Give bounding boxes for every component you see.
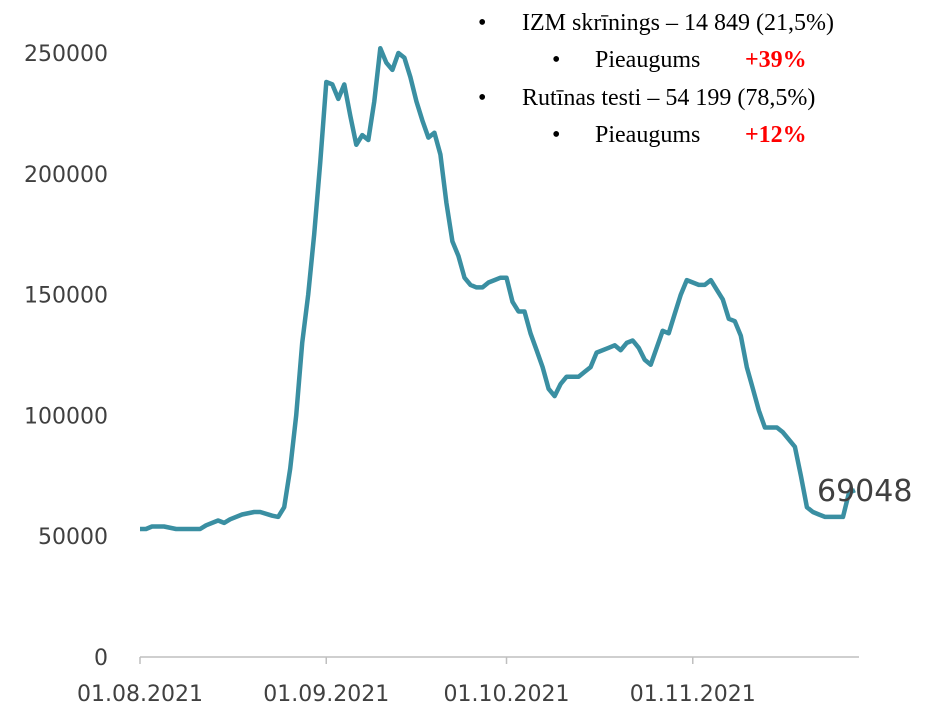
note-sub-label: Pieaugums — [595, 47, 700, 73]
note-label: IZM skrīnings – 14 849 (21,5%) — [522, 10, 834, 36]
y-tick-label: 200000 — [24, 163, 108, 188]
x-tick-label: 01.10.2021 — [444, 682, 570, 706]
bullet: • — [478, 10, 486, 36]
bullet: • — [552, 47, 560, 73]
y-tick-label: 150000 — [24, 284, 108, 309]
y-tick-label: 0 — [94, 646, 108, 671]
note-sub-label: Pieaugums — [595, 122, 700, 148]
y-tick-label: 250000 — [24, 42, 108, 67]
x-tick-label: 01.08.2021 — [77, 682, 203, 706]
x-tick-label: 01.11.2021 — [630, 682, 756, 706]
y-tick-label: 50000 — [38, 525, 108, 550]
x-tick-label: 01.09.2021 — [263, 682, 389, 706]
data-label: 69048 — [817, 474, 912, 509]
bullet: • — [478, 85, 486, 111]
bullet: • — [552, 122, 560, 148]
y-tick-label: 100000 — [24, 404, 108, 429]
note-sub-value: +12% — [745, 122, 807, 148]
note-label: Rutīnas testi – 54 199 (78,5%) — [522, 85, 815, 111]
data-line — [140, 45, 856, 532]
notes: • IZM skrīnings – 14 849 (21,5%) • Pieau… — [478, 10, 834, 148]
note-sub-value: +39% — [745, 47, 807, 73]
